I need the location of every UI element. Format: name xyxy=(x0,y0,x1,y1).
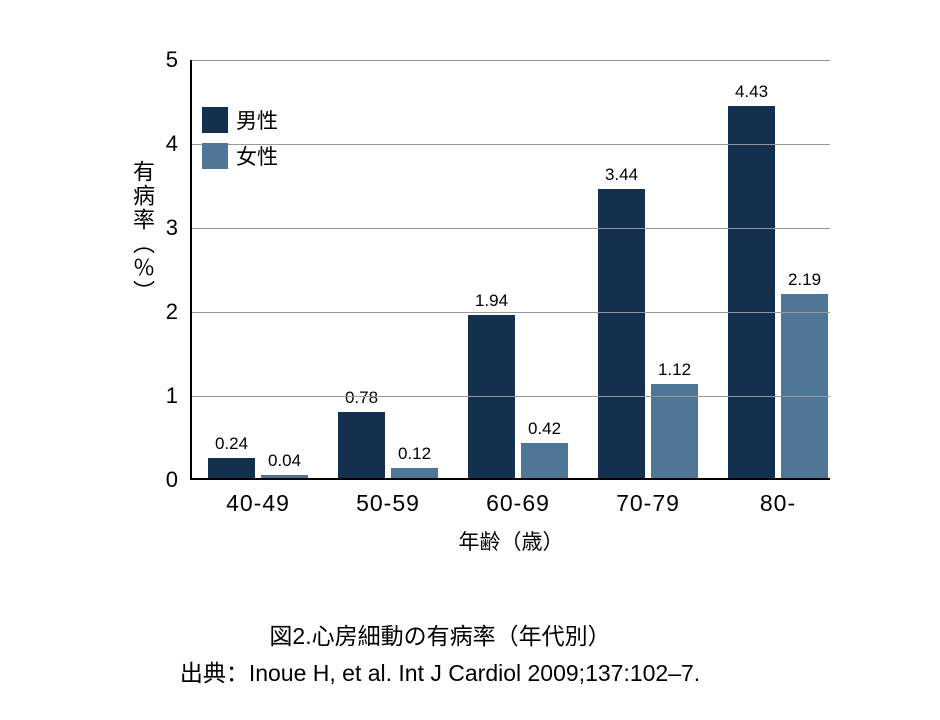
caption-source: 出典：Inoue H, et al. Int J Cardiol 2009;13… xyxy=(0,655,880,692)
bar: 0.78 xyxy=(338,412,385,478)
gridline xyxy=(192,312,830,313)
legend-item: 女性 xyxy=(202,141,278,171)
bar-groups: 0.240.0440-490.780.1250-591.940.4260-693… xyxy=(192,60,830,478)
legend-swatch xyxy=(202,143,228,169)
bar-group: 0.780.1250-59 xyxy=(338,60,438,478)
legend: 男性女性 xyxy=(202,105,278,177)
gridline xyxy=(192,228,830,229)
bar-value-label: 1.12 xyxy=(658,360,691,384)
x-tick-label: 50-59 xyxy=(356,478,420,517)
y-tick-label: 2 xyxy=(166,299,192,325)
legend-swatch xyxy=(202,107,228,133)
bar-value-label: 0.24 xyxy=(215,434,248,458)
y-tick-label: 0 xyxy=(166,467,192,493)
x-tick-label: 40-49 xyxy=(226,478,290,517)
bar-value-label: 0.42 xyxy=(528,419,561,443)
y-tick-label: 1 xyxy=(166,383,192,409)
bar-value-label: 4.43 xyxy=(735,82,768,106)
x-tick-label: 80- xyxy=(760,478,796,517)
legend-label: 女性 xyxy=(236,141,278,171)
y-tick-label: 5 xyxy=(166,47,192,73)
x-tick-label: 70-79 xyxy=(616,478,680,517)
legend-label: 男性 xyxy=(236,105,278,135)
bar: 0.24 xyxy=(208,458,255,478)
y-axis-title: 有病率（％） xyxy=(126,160,158,304)
bar: 1.12 xyxy=(651,384,698,478)
bar: 4.43 xyxy=(728,106,775,478)
bar-value-label: 0.12 xyxy=(398,444,431,468)
y-tick-label: 4 xyxy=(166,131,192,157)
bar-group: 1.940.4260-69 xyxy=(468,60,568,478)
bar-value-label: 0.04 xyxy=(268,451,301,475)
plot-area: 0.240.0440-490.780.1250-591.940.4260-693… xyxy=(190,60,830,480)
bar: 3.44 xyxy=(598,189,645,478)
caption: 図2.心房細動の有病率（年代別） 出典：Inoue H, et al. Int … xyxy=(0,618,940,692)
x-tick-label: 60-69 xyxy=(486,478,550,517)
chart-container: 有病率（％） 0.240.0440-490.780.1250-591.940.4… xyxy=(90,40,850,560)
legend-item: 男性 xyxy=(202,105,278,135)
y-tick-label: 3 xyxy=(166,215,192,241)
bar: 0.42 xyxy=(521,443,568,478)
bar-group: 4.432.1980- xyxy=(728,60,828,478)
x-axis-title: 年齢（歳） xyxy=(459,526,564,556)
caption-title: 図2.心房細動の有病率（年代別） xyxy=(0,618,880,655)
bar-value-label: 2.19 xyxy=(788,270,821,294)
bar: 0.12 xyxy=(391,468,438,478)
gridline xyxy=(192,396,830,397)
bar: 2.19 xyxy=(781,294,828,478)
gridline xyxy=(192,60,830,61)
gridline xyxy=(192,144,830,145)
bar-value-label: 0.78 xyxy=(345,388,378,412)
bar-group: 3.441.1270-79 xyxy=(598,60,698,478)
bar-value-label: 3.44 xyxy=(605,165,638,189)
